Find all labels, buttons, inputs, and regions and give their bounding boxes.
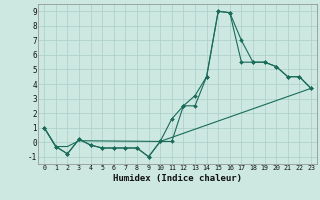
X-axis label: Humidex (Indice chaleur): Humidex (Indice chaleur) bbox=[113, 174, 242, 183]
